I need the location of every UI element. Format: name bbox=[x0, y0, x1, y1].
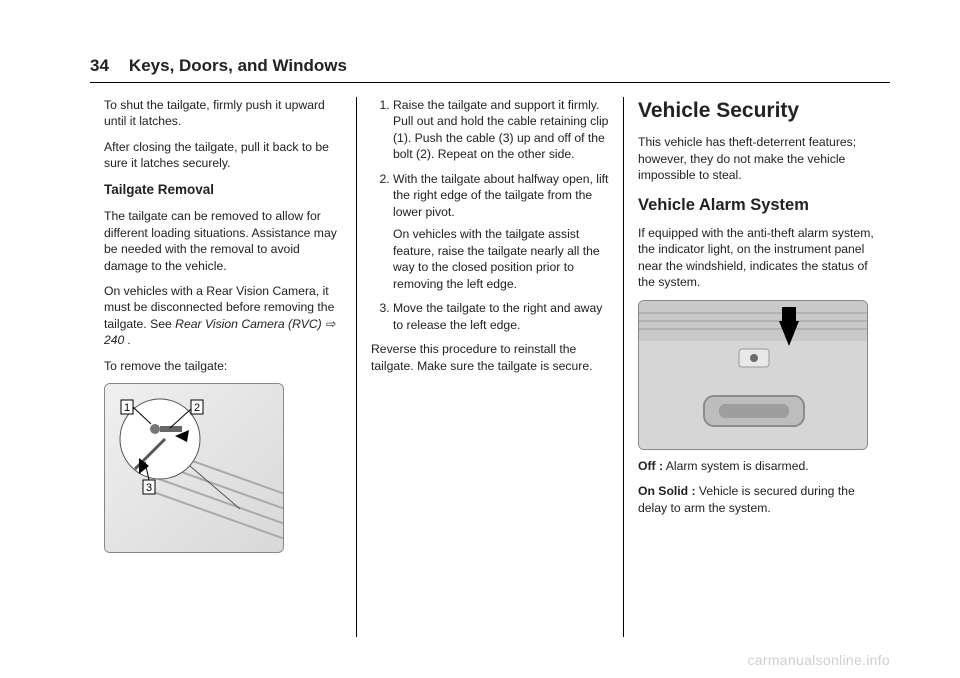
body-text: Reverse this procedure to reinstall the … bbox=[371, 341, 609, 374]
status-value: Alarm system is disarmed. bbox=[663, 459, 809, 473]
cross-reference: Rear Vision Camera (RVC) bbox=[175, 317, 322, 331]
watermark: carmanualsonline.info bbox=[748, 652, 891, 668]
body-text: If equipped with the anti-theft alarm sy… bbox=[638, 225, 876, 291]
subheading-tailgate-removal: Tailgate Removal bbox=[104, 181, 342, 199]
alarm-status-on-solid: On Solid : Vehicle is secured during the… bbox=[638, 483, 876, 516]
body-text: The tailgate can be removed to allow for… bbox=[104, 208, 342, 274]
step-text: On vehicles with the tailgate assist fea… bbox=[393, 226, 609, 292]
step-1: Raise the tailgate and support it firmly… bbox=[393, 97, 609, 163]
heading-vehicle-alarm-system: Vehicle Alarm System bbox=[638, 194, 876, 216]
body-text: This vehicle has theft-deterrent feature… bbox=[638, 134, 876, 183]
column-2: Raise the tailgate and support it firmly… bbox=[356, 97, 623, 637]
step-text: With the tailgate about halfway open, li… bbox=[393, 171, 609, 220]
body-text: To remove the tailgate: bbox=[104, 358, 342, 374]
figure-label-1: 1 bbox=[124, 402, 130, 414]
figure-label-3: 3 bbox=[146, 482, 152, 494]
heading-vehicle-security: Vehicle Security bbox=[638, 97, 876, 125]
figure-label-2: 2 bbox=[194, 402, 200, 414]
figure-dashboard-indicator bbox=[638, 300, 868, 450]
alarm-status-off: Off : Alarm system is disarmed. bbox=[638, 458, 876, 474]
body-text: On vehicles with a Rear Vision Camera, i… bbox=[104, 283, 342, 349]
page-header: 34 Keys, Doors, and Windows bbox=[90, 56, 890, 83]
step-2: With the tailgate about halfway open, li… bbox=[393, 171, 609, 292]
tailgate-removal-steps: Raise the tailgate and support it firmly… bbox=[371, 97, 609, 333]
content-columns: To shut the tailgate, firmly push it upw… bbox=[90, 97, 890, 637]
column-3: Vehicle Security This vehicle has theft-… bbox=[623, 97, 890, 637]
step-text: Raise the tailgate and support it firmly… bbox=[393, 97, 609, 163]
status-key: On Solid : bbox=[638, 484, 696, 498]
status-key: Off : bbox=[638, 459, 663, 473]
column-1: To shut the tailgate, firmly push it upw… bbox=[90, 97, 356, 637]
page-number: 34 bbox=[90, 56, 109, 76]
section-title: Keys, Doors, and Windows bbox=[129, 56, 347, 76]
step-text: Move the tailgate to the right and away … bbox=[393, 300, 609, 333]
figure-tailgate-clip: 1 2 3 bbox=[104, 383, 284, 553]
body-text: To shut the tailgate, firmly push it upw… bbox=[104, 97, 342, 130]
body-text: After closing the tailgate, pull it back… bbox=[104, 139, 342, 172]
step-3: Move the tailgate to the right and away … bbox=[393, 300, 609, 333]
